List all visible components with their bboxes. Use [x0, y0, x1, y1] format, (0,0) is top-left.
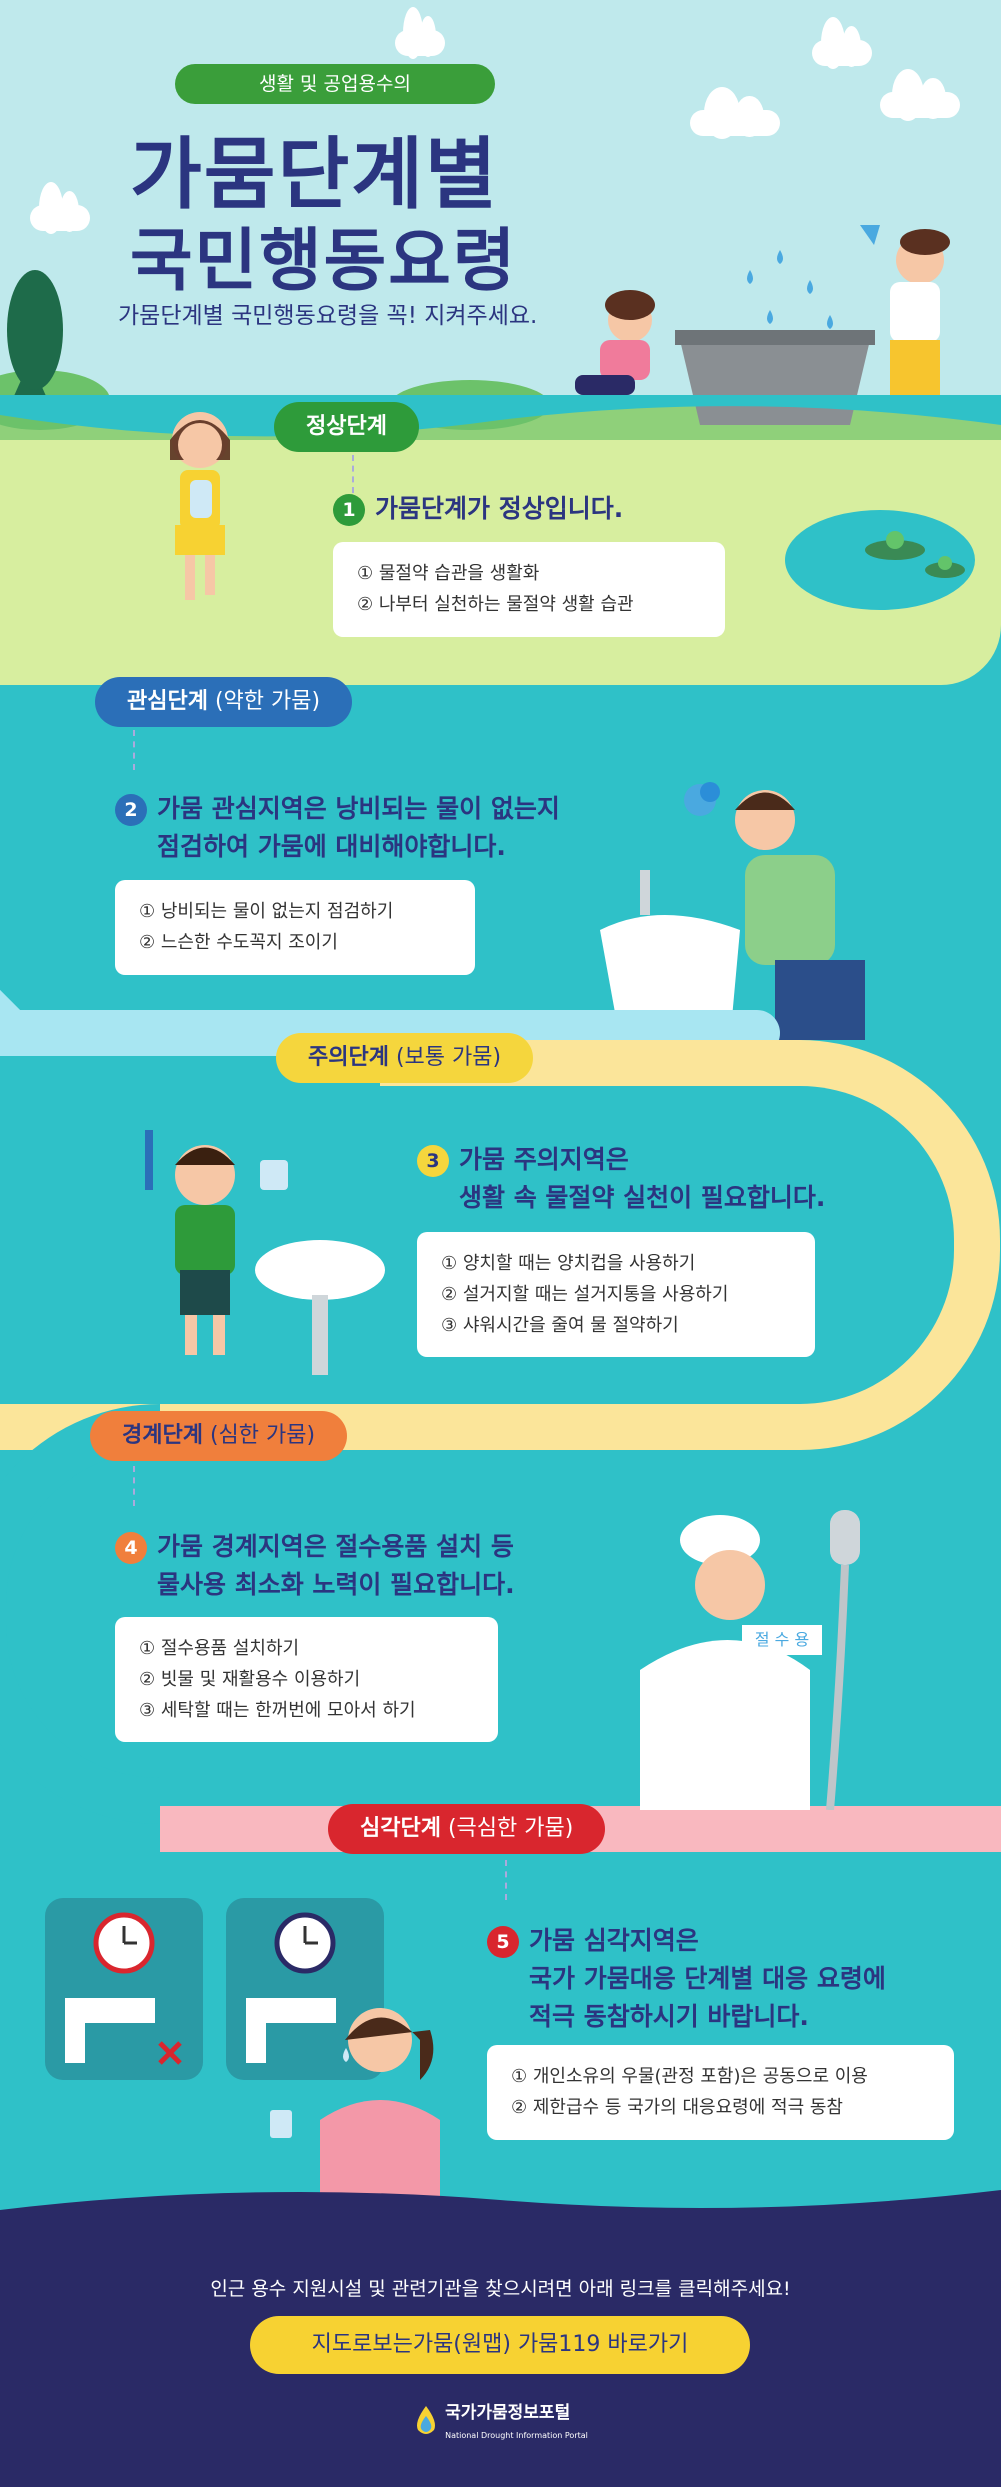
portal-logo-korean: 국가가뭄정보포털 — [445, 2403, 571, 2423]
action-item: ② 설거지할 때는 설거지통을 사용하기 — [441, 1284, 729, 1305]
cloud-icon — [690, 86, 780, 139]
stage-5-title: 5 가뭄 심각지역은 국가 가뭄대응 단계별 대응 요령에 적극 동참하시기 바랍… — [487, 1922, 886, 2036]
page-subtitle: 가뭄단계별 국민행동요령을 꼭! 지켜주세요. — [118, 303, 538, 329]
portal-logo-english: National Drought Information Portal — [445, 2431, 588, 2440]
stage-pill-label: 경계단계 — [122, 1423, 203, 1448]
stage-number-badge: 1 — [333, 494, 365, 526]
stage-4-title: 4 가뭄 경계지역은 절수용품 설치 등 물사용 최소화 노력이 필요합니다. — [115, 1528, 515, 1604]
action-item: ③ 세탁할 때는 한꺼번에 모아서 하기 — [139, 1700, 416, 1721]
man-washing-hands-illustration — [600, 782, 865, 1040]
stage-title-line: 점검하여 가뭄에 대비해야합니다. — [157, 832, 506, 861]
stage-pill-suffix: (심한 가뭄) — [202, 1423, 316, 1448]
stage-number-badge: 2 — [115, 794, 147, 826]
stage-pill-suffix: (약한 가뭄) — [207, 689, 321, 714]
stage-number-badge: 3 — [417, 1145, 449, 1177]
connector-dash — [505, 1860, 507, 1900]
water-saving-label: 절 수 용 — [742, 1625, 822, 1655]
connector-dash — [133, 730, 135, 770]
stage-1-title: 1 가뭄단계가 정상입니다. — [333, 490, 623, 528]
stage-title-line: 생활 속 물절약 실천이 필요합니다. — [459, 1183, 826, 1212]
topic-pill: 생활 및 공업용수의 — [175, 64, 495, 104]
stage-pill-caution: 주의단계 (보통 가뭄) — [276, 1033, 534, 1083]
raindrops — [720, 230, 950, 340]
stage-5-action-box: ① 개인소유의 우물(관정 포함)은 공동으로 이용 ② 제한급수 등 국가의 … — [487, 2045, 954, 2140]
drought-map-link-button[interactable]: 지도로보는가뭄(원맵) 가뭄119 바로가기 — [250, 2316, 750, 2374]
clock-faucet-drop-icon — [246, 1912, 349, 2063]
woman-with-showerhead-illustration — [640, 1510, 860, 1810]
portal-logo[interactable]: 국가가뭄정보포털 National Drought Information Po… — [412, 2398, 588, 2442]
cloud-icon — [880, 68, 960, 121]
stage-title-line: 가뭄 주의지역은 — [459, 1145, 629, 1174]
stage-pill-warning: 경계단계 (심한 가뭄) — [90, 1411, 348, 1461]
stage-1-action-box: ① 물절약 습관을 생활화 ② 나부터 실천하는 물절약 생활 습관 — [333, 542, 725, 637]
stage-number-badge: 5 — [487, 1926, 519, 1958]
river-edge — [0, 395, 1001, 437]
stage-title-line: 가뭄 관심지역은 낭비되는 물이 없는지 — [157, 794, 560, 823]
page-title-line1: 가뭄단계별 — [130, 130, 499, 220]
stage-4-action-box: ① 절수용품 설치하기 ② 빗물 및 재활용수 이용하기 ③ 세탁할 때는 한꺼… — [115, 1617, 498, 1742]
action-item: ② 제한급수 등 국가의 대응요령에 적극 동참 — [511, 2097, 843, 2118]
tile-restricted-water — [45, 1898, 203, 2080]
action-item: ① 낭비되는 물이 없는지 점검하기 — [139, 901, 394, 922]
stage-title-line: 물사용 최소화 노력이 필요합니다. — [157, 1570, 515, 1599]
stage-pill-attention: 관심단계 (약한 가뭄) — [95, 677, 353, 727]
stage-pill-normal: 정상단계 — [274, 402, 419, 452]
action-item: ① 개인소유의 우물(관정 포함)은 공동으로 이용 — [511, 2066, 868, 2087]
stage-2-action-box: ① 낭비되는 물이 없는지 점검하기 ② 느슨한 수도꼭지 조이기 — [115, 880, 475, 975]
action-item: ② 빗물 및 재활용수 이용하기 — [139, 1669, 361, 1690]
action-item: ③ 샤워시간을 줄여 물 절약하기 — [441, 1315, 679, 1336]
connector-dash — [133, 1466, 135, 1506]
cloud-icon — [395, 6, 445, 59]
woman-with-cup-illustration — [270, 2008, 440, 2215]
cloud-icon — [812, 16, 872, 69]
girl-with-bottle-illustration — [170, 412, 230, 600]
stage-title-line: 적극 동참하시기 바랍니다. — [529, 2002, 809, 2031]
action-item: ① 절수용품 설치하기 — [139, 1638, 300, 1659]
boy-brushing-teeth-illustration — [145, 1130, 385, 1375]
pond-with-frogs — [785, 510, 975, 610]
stage-title-line: 가뭄 경계지역은 절수용품 설치 등 — [157, 1532, 514, 1561]
stage-3-action-box: ① 양치할 때는 양치컵을 사용하기 ② 설거지할 때는 설거지통을 사용하기 … — [417, 1232, 815, 1357]
stage-pill-label: 심각단계 — [360, 1816, 441, 1841]
light-blue-band-curve — [0, 940, 60, 1050]
stage-pill-suffix: (극심한 가뭄) — [440, 1816, 574, 1841]
stage-number-badge: 4 — [115, 1532, 147, 1564]
stage-pill-suffix: (보통 가뭄) — [388, 1045, 502, 1070]
action-item: ② 나부터 실천하는 물절약 생활 습관 — [357, 594, 634, 615]
footer-text: 인근 용수 지원시설 및 관련기관을 찾으시려면 아래 링크를 클릭해주세요! — [210, 2278, 791, 2300]
stage-title-line: 국가 가뭄대응 단계별 대응 요령에 — [529, 1964, 886, 1993]
stage-pill-label: 주의단계 — [308, 1045, 389, 1070]
stage-3-title: 3 가뭄 주의지역은 생활 속 물절약 실천이 필요합니다. — [417, 1141, 825, 1217]
action-item: ① 양치할 때는 양치컵을 사용하기 — [441, 1253, 696, 1274]
connector-dash — [352, 455, 354, 493]
stage-pill-label: 정상단계 — [306, 414, 387, 439]
stage-pill-label: 관심단계 — [127, 689, 208, 714]
stage-pill-serious: 심각단계 (극심한 가뭄) — [328, 1804, 606, 1854]
stage-title-line: 가뭄 심각지역은 — [529, 1926, 699, 1955]
stage-title-line: 가뭄단계가 정상입니다. — [375, 494, 624, 523]
clock-faucet-x-icon — [65, 1912, 182, 2065]
stage-2-title: 2 가뭄 관심지역은 낭비되는 물이 없는지 점검하여 가뭄에 대비해야합니다. — [115, 790, 560, 866]
cloud-icon — [30, 181, 90, 234]
drop-logo-icon — [417, 2406, 435, 2434]
action-item: ① 물절약 습관을 생활화 — [357, 563, 540, 584]
page-title-line2: 국민행동요령 — [130, 222, 518, 301]
teal-band — [0, 1404, 160, 1824]
action-item: ② 느슨한 수도꼭지 조이기 — [139, 932, 338, 953]
